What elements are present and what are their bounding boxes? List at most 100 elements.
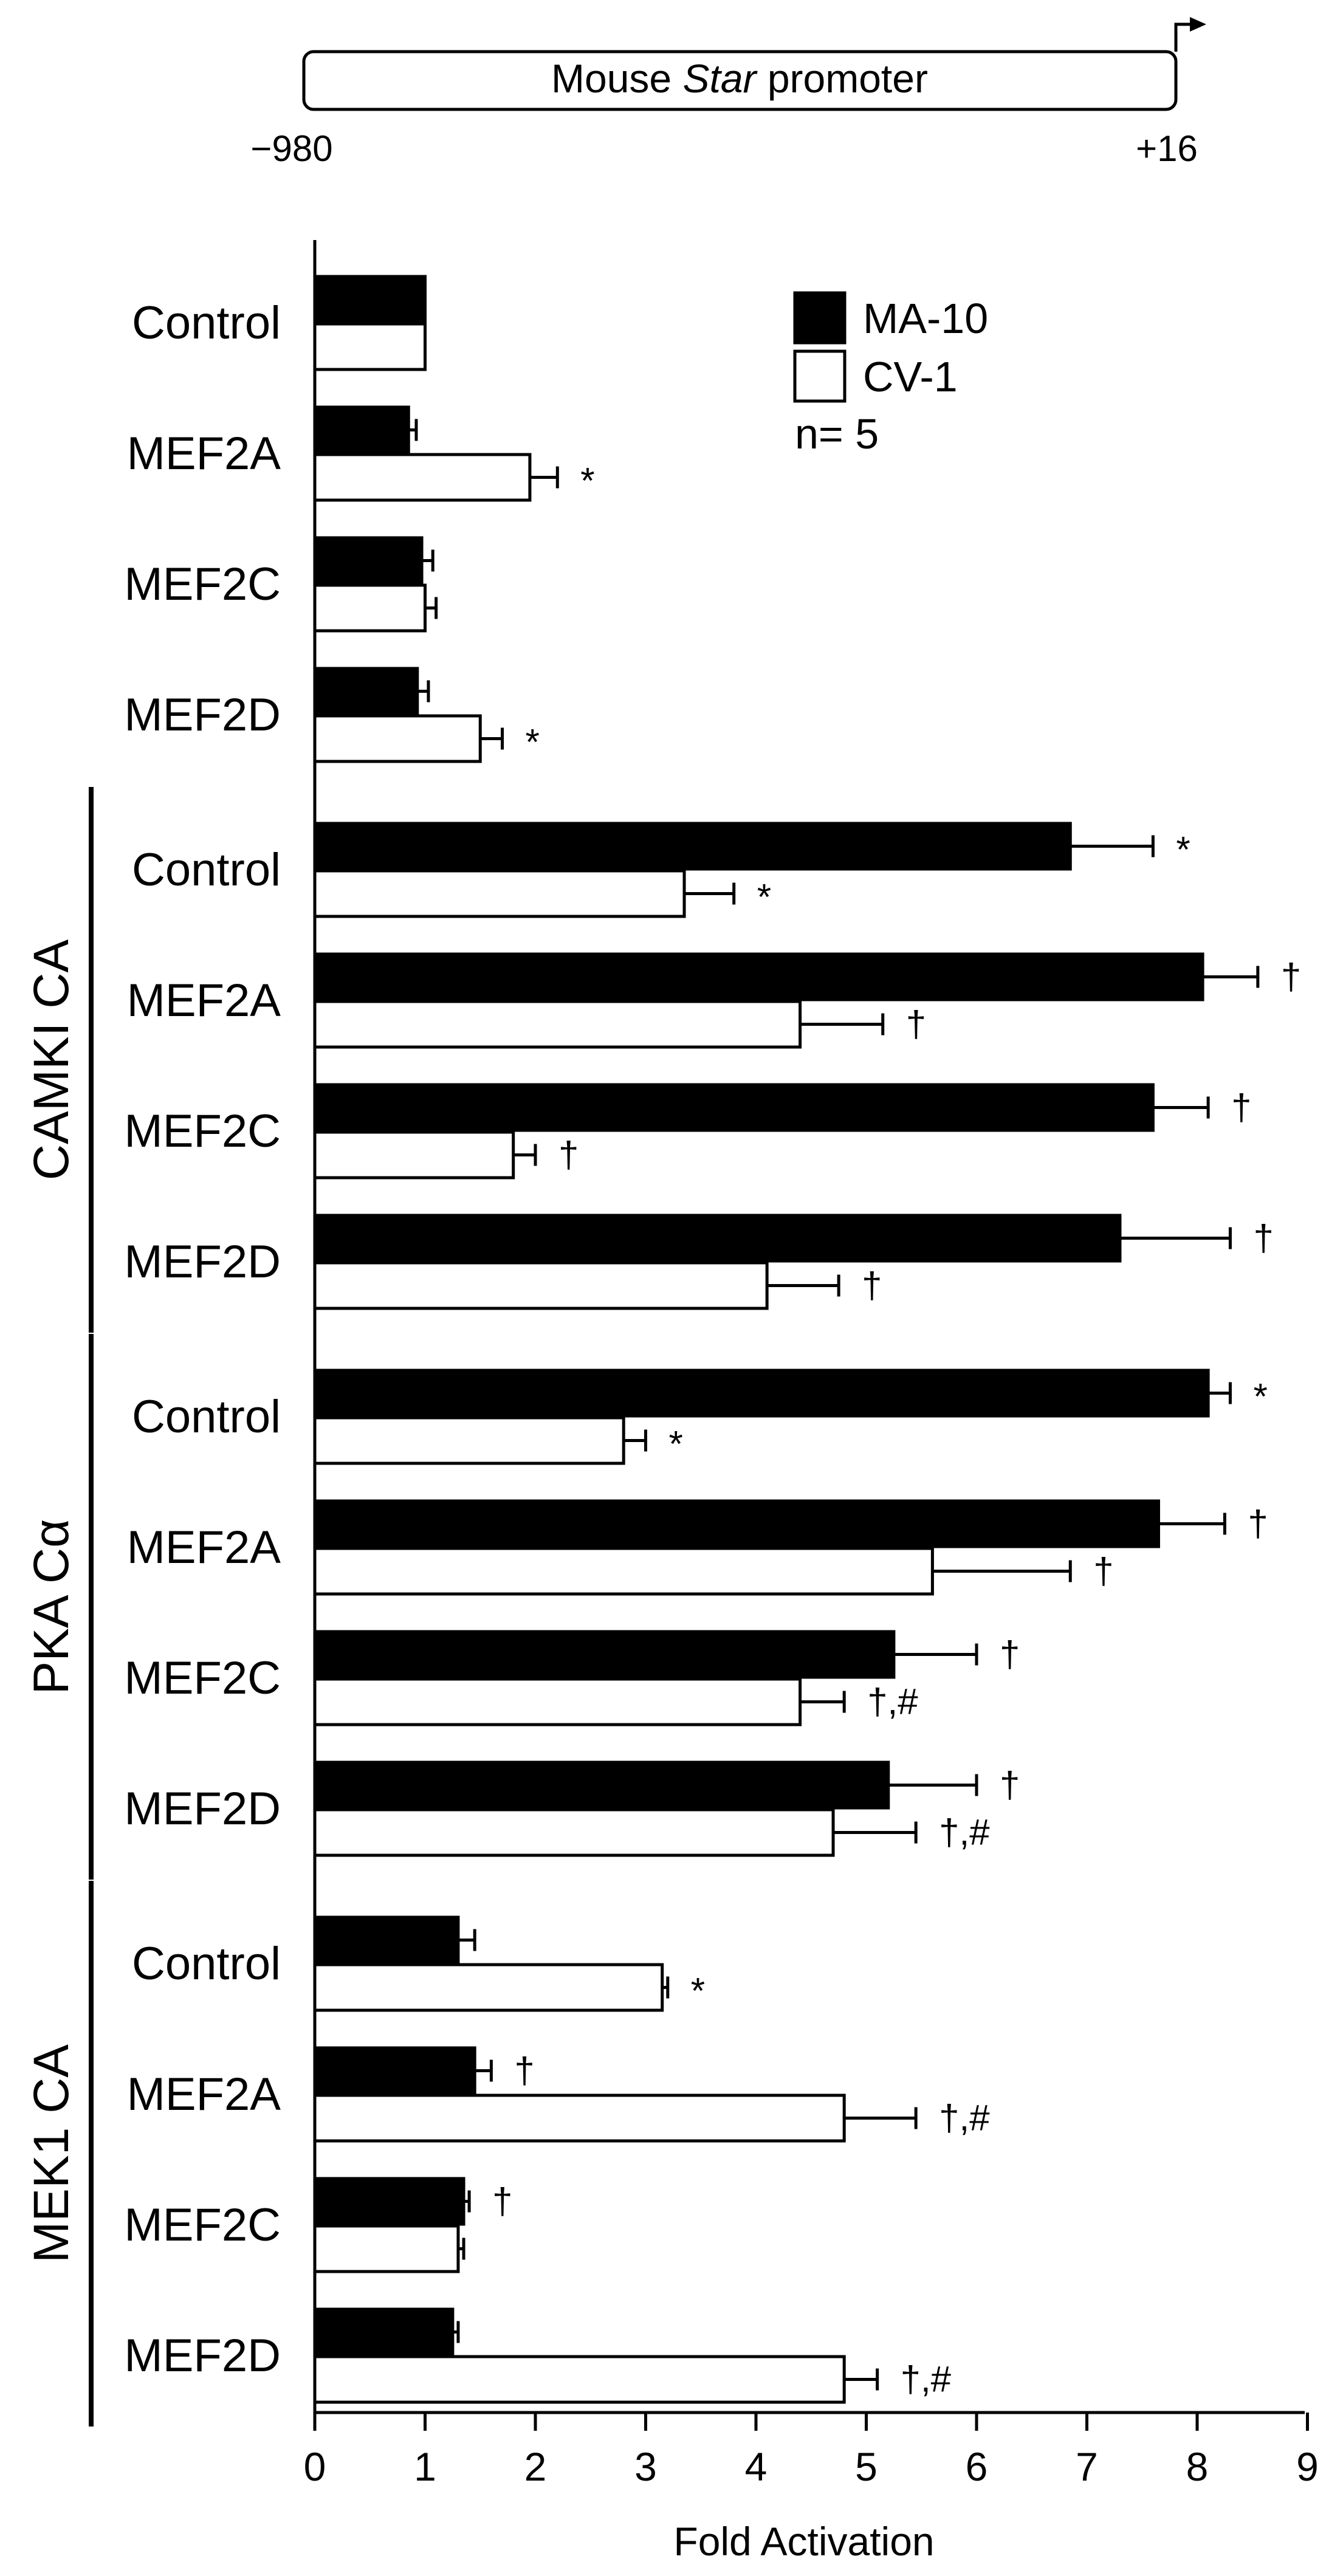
- bar-cv1-g3-control: [313, 1963, 664, 2012]
- category-label-g0-mef2a: MEF2A: [127, 428, 281, 479]
- x-tick-label-4: 4: [745, 2444, 768, 2489]
- x-tick-label-3: 3: [634, 2444, 657, 2489]
- sig-ma10-g1-mef2d: †: [1253, 1218, 1273, 1259]
- sig-ma10-g3-mef2c: †: [492, 2181, 512, 2222]
- sig-cv1-g0-mef2a: *: [580, 461, 594, 501]
- promoter-end-label: +16: [1136, 128, 1198, 169]
- bar-cv1-g1-mef2c: [313, 1130, 515, 1180]
- bar-ma10-g2-mef2c: [313, 1630, 896, 1679]
- bars: [313, 275, 1210, 2404]
- bar-cv1-g1-mef2a: [313, 1000, 802, 1049]
- sig-cv1-g2-mef2d: †,#: [939, 1812, 990, 1853]
- sig-cv1-g1-mef2d: †: [862, 1265, 882, 1306]
- sig-cv1-g2-control: *: [669, 1424, 683, 1465]
- x-tick-label-7: 7: [1076, 2444, 1098, 2489]
- bar-ma10-g3-control: [313, 1915, 460, 1965]
- sig-ma10-g1-mef2c: †: [1231, 1087, 1251, 1128]
- sig-ma10-g1-mef2a: †: [1281, 957, 1301, 997]
- transcription-start-arrow-icon: [1174, 22, 1191, 52]
- x-tick-label-5: 5: [855, 2444, 878, 2489]
- promoter-label: Mouse Star promoter: [551, 56, 928, 101]
- bar-cv1-g0-mef2d: [313, 714, 482, 763]
- legend-note: n= 5: [795, 410, 879, 458]
- bar-ma10-g0-control: [313, 275, 427, 324]
- category-label-g3-mef2d: MEF2D: [124, 2330, 281, 2382]
- sig-cv1-g3-mef2d: †,#: [901, 2359, 952, 2400]
- promoter-box: [302, 50, 1178, 111]
- bar-ma10-g3-mef2a: [313, 2046, 476, 2095]
- x-tick-label-0: 0: [304, 2444, 326, 2489]
- sig-cv1-g2-mef2a: †: [1093, 1551, 1113, 1592]
- group-label-g3: MEK1 CA: [24, 2044, 79, 2263]
- category-label-g1-control: Control: [132, 844, 281, 896]
- bar-ma10-g1-mef2a: [313, 952, 1204, 1001]
- category-label-g1-mef2d: MEF2D: [124, 1236, 281, 1288]
- bar-cv1-g0-control: [313, 322, 427, 371]
- legend: MA-10 CV-1 n= 5: [793, 291, 988, 458]
- bar-ma10-g3-mef2d: [313, 2307, 455, 2357]
- bar-cv1-g1-control: [313, 869, 686, 918]
- category-label-g3-mef2a: MEF2A: [127, 2069, 281, 2120]
- bar-ma10-g0-mef2d: [313, 667, 419, 716]
- arrowhead-icon: [1190, 17, 1206, 32]
- error-bars: [408, 419, 1260, 2391]
- bar-cv1-g3-mef2c: [313, 2224, 460, 2273]
- bar-ma10-g0-mef2a: [313, 405, 410, 455]
- promoter-start-label: −980: [250, 128, 332, 169]
- sig-cv1-g0-mef2d: *: [526, 722, 540, 763]
- legend-swatch-ma10: [793, 291, 847, 345]
- x-axis-title: Fold Activation: [673, 2519, 934, 2564]
- bar-ma10-g1-control: [313, 822, 1072, 871]
- group-brackets: CAMKI CA PKA Cα MEK1 CA: [24, 787, 94, 2427]
- sig-cv1-g1-control: *: [757, 877, 771, 918]
- x-axis-ticks: 0 1 2 3 4 5 6 7 8 9: [304, 2413, 1319, 2489]
- bar-ma10-g2-mef2a: [313, 1499, 1160, 1548]
- bar-cv1-g2-control: [313, 1416, 625, 1465]
- category-label-g2-mef2a: MEF2A: [127, 1522, 281, 1573]
- category-label-g0-control: Control: [132, 297, 281, 349]
- sig-cv1-g1-mef2a: †: [906, 1004, 926, 1045]
- significance-markers: ****††††††**††††,#††,#*††,#††,#: [492, 461, 1301, 2400]
- sig-ma10-g2-mef2d: †: [1000, 1765, 1020, 1805]
- sig-ma10-g2-control: *: [1253, 1376, 1267, 1417]
- bar-cv1-g2-mef2d: [313, 1808, 835, 1857]
- category-label-g0-mef2d: MEF2D: [124, 689, 281, 741]
- sig-ma10-g2-mef2a: †: [1248, 1503, 1268, 1544]
- group-label-g2: PKA Cα: [24, 1519, 79, 1695]
- category-label-g3-control: Control: [132, 1938, 281, 1990]
- bar-cv1-g1-mef2d: [313, 1261, 769, 1310]
- category-label-g3-mef2c: MEF2C: [124, 2199, 281, 2251]
- sig-cv1-g1-mef2c: †: [558, 1135, 579, 1175]
- bar-cv1-g3-mef2a: [313, 2093, 846, 2143]
- bar-ma10-g1-mef2d: [313, 1214, 1122, 1263]
- legend-swatch-cv1: [793, 349, 847, 403]
- category-label-g1-mef2c: MEF2C: [124, 1105, 281, 1157]
- bar-ma10-g1-mef2c: [313, 1083, 1155, 1132]
- category-label-g0-mef2c: MEF2C: [124, 558, 281, 610]
- bar-ma10-g2-control: [313, 1369, 1210, 1418]
- bar-ma10-g0-mef2c: [313, 536, 424, 585]
- bar-ma10-g2-mef2d: [313, 1760, 890, 1810]
- x-tick-label-8: 8: [1186, 2444, 1209, 2489]
- category-label-g2-control: Control: [132, 1391, 281, 1443]
- sig-ma10-g1-control: *: [1176, 829, 1190, 870]
- sig-cv1-g2-mef2c: †,#: [867, 1681, 918, 1722]
- bar-cv1-g3-mef2d: [313, 2355, 846, 2404]
- category-label-g2-mef2c: MEF2C: [124, 1652, 281, 1704]
- group-label-g1: CAMKI CA: [24, 939, 79, 1181]
- x-tick-label-2: 2: [524, 2444, 547, 2489]
- sig-ma10-g3-mef2a: †: [514, 2050, 534, 2091]
- bar-cv1-g2-mef2a: [313, 1547, 934, 1596]
- bar-ma10-g3-mef2c: [313, 2177, 465, 2226]
- promoter-diagram: Mouse Star promoter −980 +16: [250, 17, 1206, 169]
- sig-cv1-g3-mef2a: †,#: [939, 2098, 990, 2138]
- bar-cv1-g0-mef2a: [313, 453, 532, 502]
- bar-cv1-g2-mef2c: [313, 1677, 802, 1726]
- x-tick-label-9: 9: [1296, 2444, 1319, 2489]
- sig-ma10-g2-mef2c: †: [1000, 1634, 1020, 1675]
- x-tick-label-1: 1: [414, 2444, 436, 2489]
- legend-label-ma10: MA-10: [863, 295, 988, 342]
- category-label-g2-mef2d: MEF2D: [124, 1783, 281, 1835]
